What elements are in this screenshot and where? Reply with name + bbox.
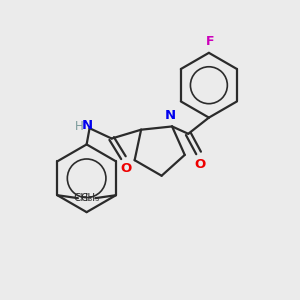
Text: CH₃: CH₃ bbox=[80, 193, 100, 203]
Text: O: O bbox=[121, 162, 132, 175]
Text: H: H bbox=[75, 120, 84, 133]
Text: F: F bbox=[206, 35, 214, 48]
Text: O: O bbox=[194, 158, 206, 171]
Text: CH₃: CH₃ bbox=[74, 193, 93, 203]
Text: N: N bbox=[165, 109, 176, 122]
Text: N: N bbox=[82, 119, 93, 132]
